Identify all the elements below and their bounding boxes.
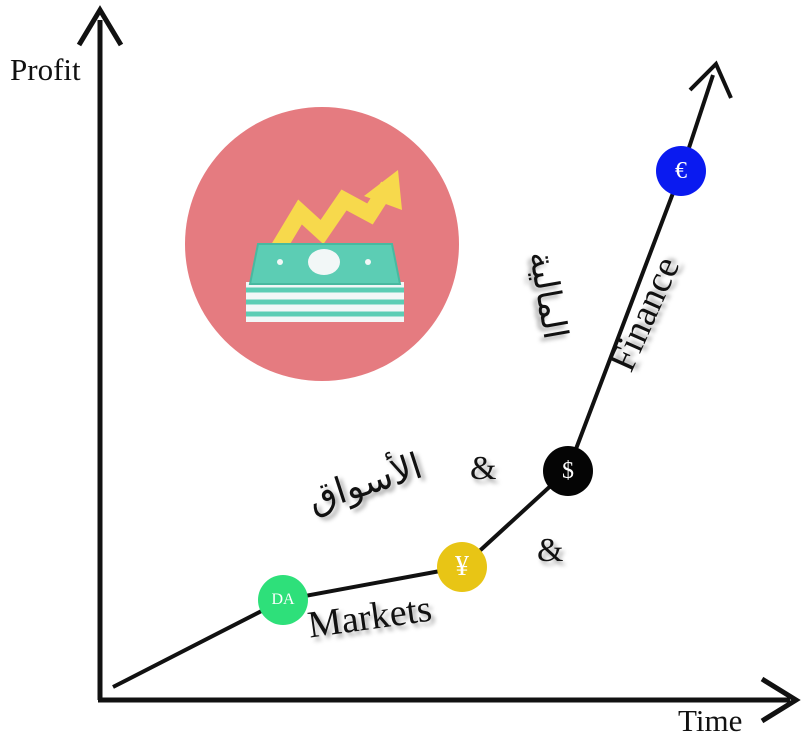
x-axis-arrowhead [760,676,801,724]
growth-line-arrowhead [688,60,733,99]
dinar-node: DA [258,575,308,625]
x-axis-label: Time [678,703,743,738]
ampersand-upper: & [470,450,497,487]
dollar-node: $ [543,446,593,496]
yen-node: ¥ [437,542,487,592]
ampersand-lower: & [537,532,564,569]
money-growth-icon [185,107,459,381]
euro-node: € [656,146,706,196]
y-axis-arrowhead [76,5,124,47]
y-axis-label: Profit [10,52,81,87]
